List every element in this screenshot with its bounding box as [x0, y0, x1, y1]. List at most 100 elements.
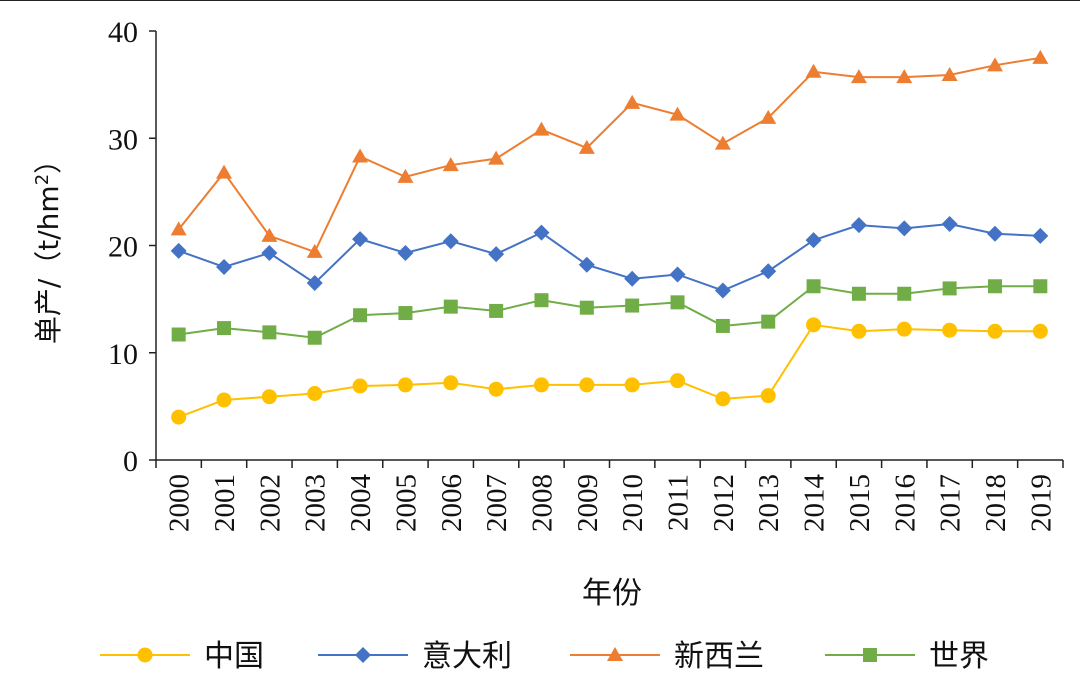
- x-tick-label: 2008: [526, 474, 558, 532]
- data-point: [261, 245, 278, 262]
- y-axis-title-main: 单产/（t/hm: [32, 185, 65, 344]
- x-tick-label: 2002: [254, 474, 286, 532]
- series-line: [178, 223, 1041, 292]
- series-line: [178, 285, 1041, 339]
- data-point: [896, 321, 912, 337]
- x-tick-label: 2014: [799, 474, 831, 533]
- y-tick-label: 30: [108, 123, 138, 156]
- data-point: [670, 295, 685, 310]
- y-tick-label: 20: [108, 231, 138, 264]
- data-point: [806, 317, 822, 333]
- data-point: [987, 323, 1003, 339]
- y-axis-title: 单产/（t/hm2）: [32, 146, 65, 344]
- data-point: [352, 378, 368, 394]
- data-point: [624, 94, 641, 109]
- data-point: [443, 299, 458, 314]
- legend-marker: [137, 647, 153, 663]
- data-point: [761, 314, 776, 329]
- legend-label: 新西兰: [674, 639, 764, 674]
- data-point: [261, 227, 278, 242]
- data-point: [534, 293, 549, 308]
- axes: [149, 30, 1064, 468]
- x-tick-label: 2018: [980, 474, 1012, 532]
- data-point: [942, 322, 958, 338]
- y-tick-label: 0: [123, 445, 138, 478]
- x-tick-label: 2019: [1025, 474, 1057, 532]
- x-tick-label: 2003: [300, 474, 332, 532]
- data-point: [850, 217, 867, 234]
- data-point: [1032, 227, 1049, 244]
- y-tick-label: 10: [108, 338, 138, 371]
- y-axis-title-superscript: 2: [32, 174, 53, 185]
- data-point: [397, 377, 413, 393]
- data-point: [397, 245, 414, 262]
- data-point: [579, 300, 594, 315]
- data-point: [1033, 279, 1048, 294]
- x-tick-label: 2015: [844, 474, 876, 532]
- y-axis-title-close: ）: [32, 146, 65, 174]
- legend: 中国 意大利 新西兰 世界: [100, 639, 989, 674]
- x-tick-label: 2013: [753, 474, 785, 532]
- data-point: [987, 279, 1002, 294]
- data-point: [578, 139, 595, 154]
- data-point: [170, 242, 187, 259]
- data-point: [760, 109, 777, 124]
- data-point: [941, 66, 958, 81]
- data-point: [353, 308, 368, 323]
- x-tick-label: 2001: [209, 474, 241, 532]
- series-line: [177, 56, 1041, 254]
- data-point: [805, 63, 822, 78]
- legend-label: 世界: [929, 639, 989, 674]
- y-tick-label: 40: [108, 16, 138, 49]
- data-point: [397, 168, 414, 183]
- data-point: [398, 306, 413, 321]
- data-point: [171, 409, 187, 425]
- x-tick-labels: 2000 2001 2002 2003 2004 2005 2006 2007 2008 2009…: [164, 474, 1058, 533]
- data-point: [850, 69, 867, 84]
- data-point: [851, 323, 867, 339]
- data-point: [217, 321, 232, 336]
- x-tick-label: 2004: [345, 474, 377, 533]
- data-point: [669, 106, 686, 121]
- legend-label: 中国: [204, 639, 264, 674]
- data-point: [1032, 323, 1048, 339]
- data-point: [760, 263, 777, 280]
- data-point: [578, 256, 595, 273]
- x-tick-label: 2010: [617, 474, 649, 532]
- legend-item: 意大利: [318, 639, 512, 674]
- data-point: [941, 216, 958, 233]
- x-tick-label: 2012: [708, 474, 740, 532]
- x-tick-label: 2005: [390, 474, 422, 532]
- data-point: [216, 392, 232, 408]
- data-point: [488, 381, 504, 397]
- data-point: [262, 325, 277, 340]
- data-point: [942, 281, 957, 296]
- series-square: [171, 279, 1048, 345]
- series-line: [178, 323, 1041, 419]
- data-point: [533, 224, 550, 241]
- data-point: [306, 243, 323, 258]
- x-tick-label: 2016: [889, 474, 921, 532]
- y-tick-labels: 0 10 20 30 40: [108, 16, 138, 478]
- legend-marker: [607, 647, 623, 661]
- data-point: [216, 164, 233, 179]
- series-triangle: [170, 49, 1049, 258]
- data-point: [896, 69, 913, 84]
- x-tick-label: 2007: [481, 474, 513, 532]
- series-circle: [171, 317, 1048, 425]
- x-tick-label: 2017: [935, 474, 967, 532]
- data-point: [714, 282, 731, 299]
- data-point: [851, 286, 866, 301]
- x-axis-title: 年份: [582, 576, 642, 611]
- data-point: [896, 220, 913, 237]
- data-point: [624, 377, 640, 393]
- data-point: [442, 157, 459, 172]
- data-point: [216, 258, 233, 275]
- data-point: [625, 298, 640, 313]
- top-border-line: [0, 0, 1080, 1]
- data-point: [670, 373, 686, 389]
- data-point: [170, 221, 187, 236]
- data-point: [805, 232, 822, 249]
- legend-item: 新西兰: [570, 639, 764, 674]
